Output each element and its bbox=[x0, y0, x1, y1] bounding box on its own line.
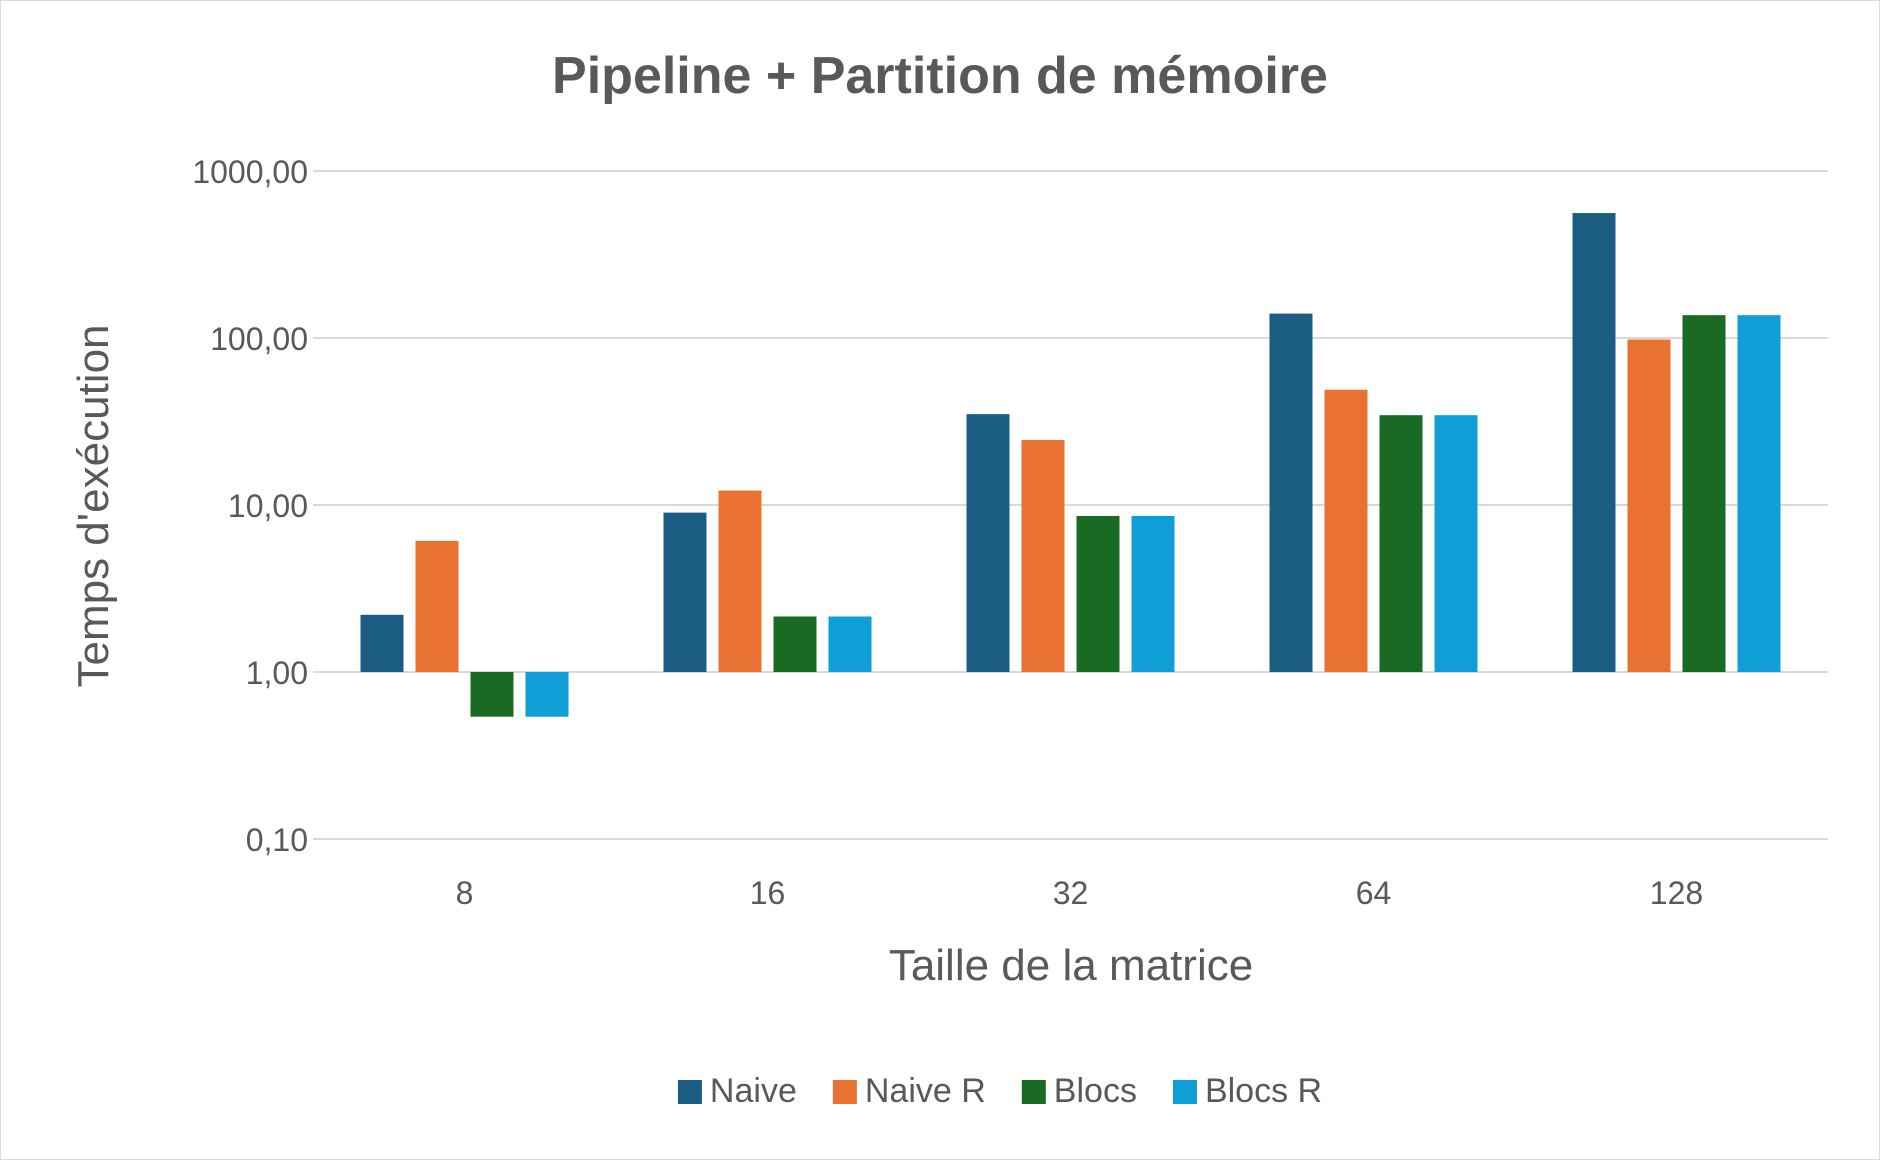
bar bbox=[470, 672, 514, 717]
y-tick-label: 10,00 bbox=[228, 488, 308, 524]
legend-item: Naive bbox=[677, 1072, 797, 1110]
legend-swatch bbox=[677, 1080, 702, 1104]
x-tick-label: 64 bbox=[1356, 875, 1392, 911]
x-tick-label: 16 bbox=[750, 875, 786, 911]
bar bbox=[1572, 213, 1616, 672]
bar bbox=[1737, 315, 1781, 672]
x-tick-label: 8 bbox=[456, 875, 474, 911]
bar bbox=[1269, 313, 1313, 672]
legend-item: Blocs R bbox=[1172, 1072, 1322, 1110]
legend-item: Naive R bbox=[832, 1072, 986, 1110]
bar bbox=[415, 540, 459, 672]
bar bbox=[663, 512, 707, 672]
bar bbox=[1324, 389, 1368, 672]
bars bbox=[360, 213, 1781, 717]
legend-label: Blocs R bbox=[1205, 1072, 1322, 1110]
legend-item: Blocs bbox=[1021, 1072, 1137, 1110]
bar bbox=[966, 414, 1010, 672]
bar bbox=[1682, 315, 1726, 672]
legend-label: Naive bbox=[710, 1072, 797, 1110]
bar bbox=[525, 672, 569, 717]
legend-swatch bbox=[1172, 1080, 1197, 1104]
bar bbox=[360, 614, 404, 672]
x-tick-label: 128 bbox=[1650, 875, 1703, 911]
y-tick-label: 1,00 bbox=[246, 655, 308, 691]
bar bbox=[1076, 515, 1120, 672]
bar bbox=[1379, 415, 1423, 672]
y-tick-label: 1000,00 bbox=[192, 154, 308, 190]
x-tick-label: 32 bbox=[1053, 875, 1089, 911]
legend-label: Naive R bbox=[865, 1072, 986, 1110]
y-axis-ticks: 0,10 1,00 10,00 100,00 1000,00 bbox=[192, 154, 308, 858]
bar bbox=[1434, 415, 1478, 672]
legend: Naive Naive R Blocs Blocs R bbox=[677, 1072, 1322, 1110]
y-axis-title: Temps d'exécution bbox=[69, 324, 118, 687]
legend-swatch bbox=[1021, 1080, 1046, 1104]
bar bbox=[773, 616, 817, 672]
chart-title: Pipeline + Partition de mémoire bbox=[552, 47, 1328, 105]
legend-swatch bbox=[832, 1080, 857, 1104]
y-tick-label: 0,10 bbox=[246, 822, 308, 858]
x-axis-title: Taille de la matrice bbox=[889, 941, 1253, 990]
bar bbox=[1627, 339, 1671, 672]
bar bbox=[1021, 440, 1065, 672]
x-axis-ticks: 8 16 32 64 128 bbox=[456, 875, 1704, 911]
bar bbox=[828, 616, 872, 672]
bar bbox=[718, 490, 762, 672]
legend-label: Blocs bbox=[1054, 1072, 1137, 1110]
bar bbox=[1131, 515, 1175, 672]
y-tick-label: 100,00 bbox=[210, 321, 308, 357]
